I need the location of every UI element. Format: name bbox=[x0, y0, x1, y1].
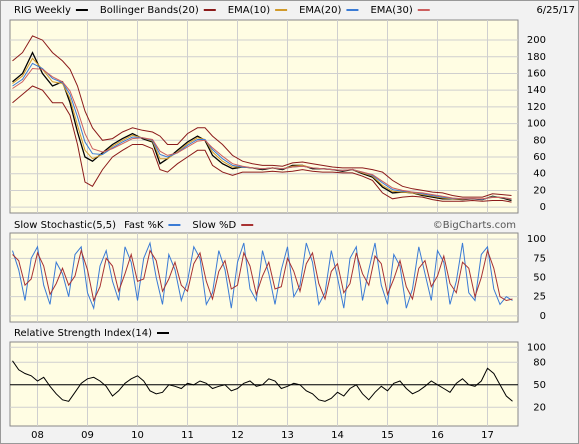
x-tick-label: 16 bbox=[431, 430, 444, 441]
y-tick-label: 75 bbox=[533, 253, 546, 264]
legend-label: Bollinger Bands(20) bbox=[100, 5, 199, 16]
y-tick-label: 60 bbox=[533, 152, 546, 163]
series-line bbox=[12, 241, 513, 311]
y-tick-label: 160 bbox=[527, 68, 546, 79]
y-tick-label: 50 bbox=[533, 380, 546, 391]
legend-label: Fast %K bbox=[124, 220, 164, 231]
series-line bbox=[12, 67, 512, 200]
y-tick-label: 25 bbox=[533, 292, 546, 303]
panel-title: Slow Stochastic(5,5) bbox=[14, 220, 116, 231]
x-tick-label: 09 bbox=[81, 430, 94, 441]
series-line bbox=[12, 360, 513, 402]
x-tick-label: 08 bbox=[31, 430, 44, 441]
y-tick-label: 200 bbox=[527, 35, 546, 46]
legend-label: EMA(20) bbox=[299, 5, 341, 16]
y-tick-label: 50 bbox=[533, 273, 546, 284]
y-tick-label: 180 bbox=[527, 52, 546, 63]
y-tick-label: 80 bbox=[533, 357, 546, 368]
y-tick-label: 20 bbox=[533, 402, 546, 413]
price-panel bbox=[9, 19, 519, 214]
legend-label: EMA(30) bbox=[370, 5, 412, 16]
watermark: ©BigCharts.com bbox=[433, 220, 516, 231]
y-tick-label: 20 bbox=[533, 185, 546, 196]
y-tick-label: 120 bbox=[527, 102, 546, 113]
y-tick-label: 80 bbox=[533, 135, 546, 146]
y-tick-label: 140 bbox=[527, 85, 546, 96]
legend-label: RIG Weekly bbox=[14, 5, 71, 16]
date: 6/25/17 bbox=[536, 5, 575, 16]
x-tick-label: 15 bbox=[381, 430, 394, 441]
y-tick-label: 0 bbox=[540, 202, 546, 213]
x-tick-label: 14 bbox=[331, 430, 344, 441]
y-tick-label: 40 bbox=[533, 169, 546, 180]
series-line bbox=[12, 248, 513, 303]
legend-label: Relative Strength Index(14) bbox=[14, 328, 152, 339]
legend-label: Slow %D bbox=[192, 220, 236, 231]
y-tick-label: 100 bbox=[527, 342, 546, 353]
y-tick-label: 0 bbox=[540, 311, 546, 322]
legend-label: EMA(10) bbox=[228, 5, 270, 16]
band-line bbox=[12, 35, 512, 198]
x-tick-label: 12 bbox=[231, 430, 244, 441]
y-tick-label: 100 bbox=[527, 119, 546, 130]
x-tick-label: 13 bbox=[281, 430, 294, 441]
x-tick-label: 10 bbox=[131, 430, 144, 441]
band-line bbox=[12, 85, 512, 203]
x-tick-label: 11 bbox=[181, 430, 194, 441]
x-tick-label: 17 bbox=[481, 430, 494, 441]
y-tick-label: 100 bbox=[527, 234, 546, 245]
